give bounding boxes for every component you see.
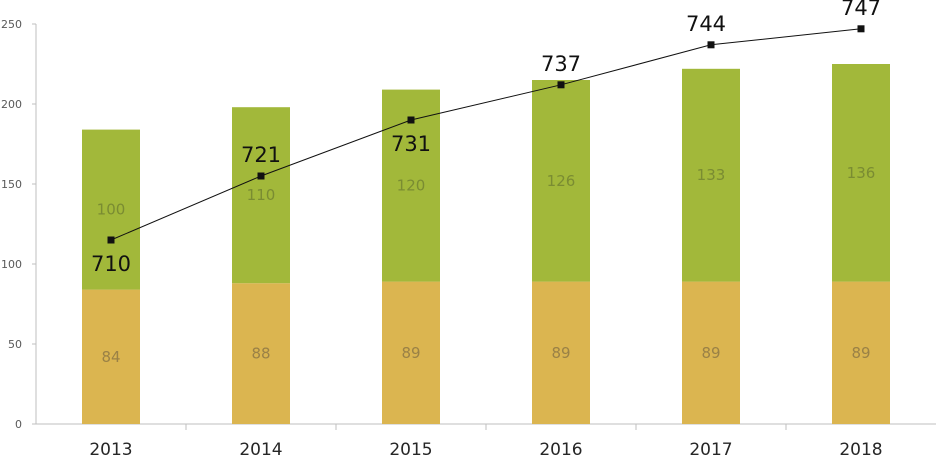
data-label: 84 [101, 348, 120, 366]
line-data-label: 710 [91, 252, 131, 276]
data-label: 89 [401, 344, 420, 362]
line-data-label: 731 [391, 132, 431, 156]
y-tick-label: 200 [1, 98, 22, 111]
x-tick-label: 2015 [389, 440, 432, 457]
bar-segment [532, 281, 590, 424]
data-label: 120 [397, 177, 426, 195]
x-tick-label: 2016 [539, 440, 582, 457]
bar-segment [532, 80, 590, 282]
data-label: 126 [547, 172, 576, 190]
bar-segment [382, 281, 440, 424]
bar-segment [232, 107, 290, 284]
bar-segment [682, 68, 740, 282]
x-tick-label: 2017 [689, 440, 732, 457]
line-point [257, 172, 265, 180]
line-point [707, 41, 715, 49]
line-point [557, 81, 565, 89]
bar-segment [682, 281, 740, 424]
line-data-label: 744 [686, 12, 726, 36]
bar-segment [82, 289, 140, 424]
data-label: 100 [97, 201, 126, 219]
y-tick-label: 100 [1, 258, 22, 271]
line-point [857, 25, 865, 33]
y-tick-label: 150 [1, 178, 22, 191]
series-line [110, 28, 862, 241]
line-data-label: 721 [241, 143, 281, 167]
axes: 0 50 100 150 200 250 2013 2014 2015 2016 2017 2018 [1, 18, 936, 457]
data-label: 110 [247, 186, 276, 204]
line-series: 710 721 731 737 744 747 [91, 0, 881, 276]
line-data-label: 737 [541, 52, 581, 76]
bars: 84 100 88 110 89 120 89 126 89 133 89 136 [82, 64, 890, 424]
bar-segment [832, 64, 890, 282]
y-tick-label: 0 [15, 418, 22, 431]
data-label: 136 [847, 164, 876, 182]
data-label: 89 [701, 344, 720, 362]
line-point [407, 116, 415, 124]
bar-segment [232, 283, 290, 424]
bar-segment [832, 281, 890, 424]
x-tick-label: 2013 [89, 440, 132, 457]
x-tick-label: 2018 [839, 440, 882, 457]
data-label: 133 [697, 166, 726, 184]
x-tick-label: 2014 [239, 440, 282, 457]
line-point [107, 236, 115, 244]
bar-segment [82, 129, 140, 290]
data-label: 88 [251, 345, 270, 363]
line-data-label: 747 [841, 0, 881, 20]
y-tick-label: 50 [8, 338, 22, 351]
data-label: 89 [551, 344, 570, 362]
data-label: 89 [851, 344, 870, 362]
y-tick-label: 250 [1, 18, 22, 31]
